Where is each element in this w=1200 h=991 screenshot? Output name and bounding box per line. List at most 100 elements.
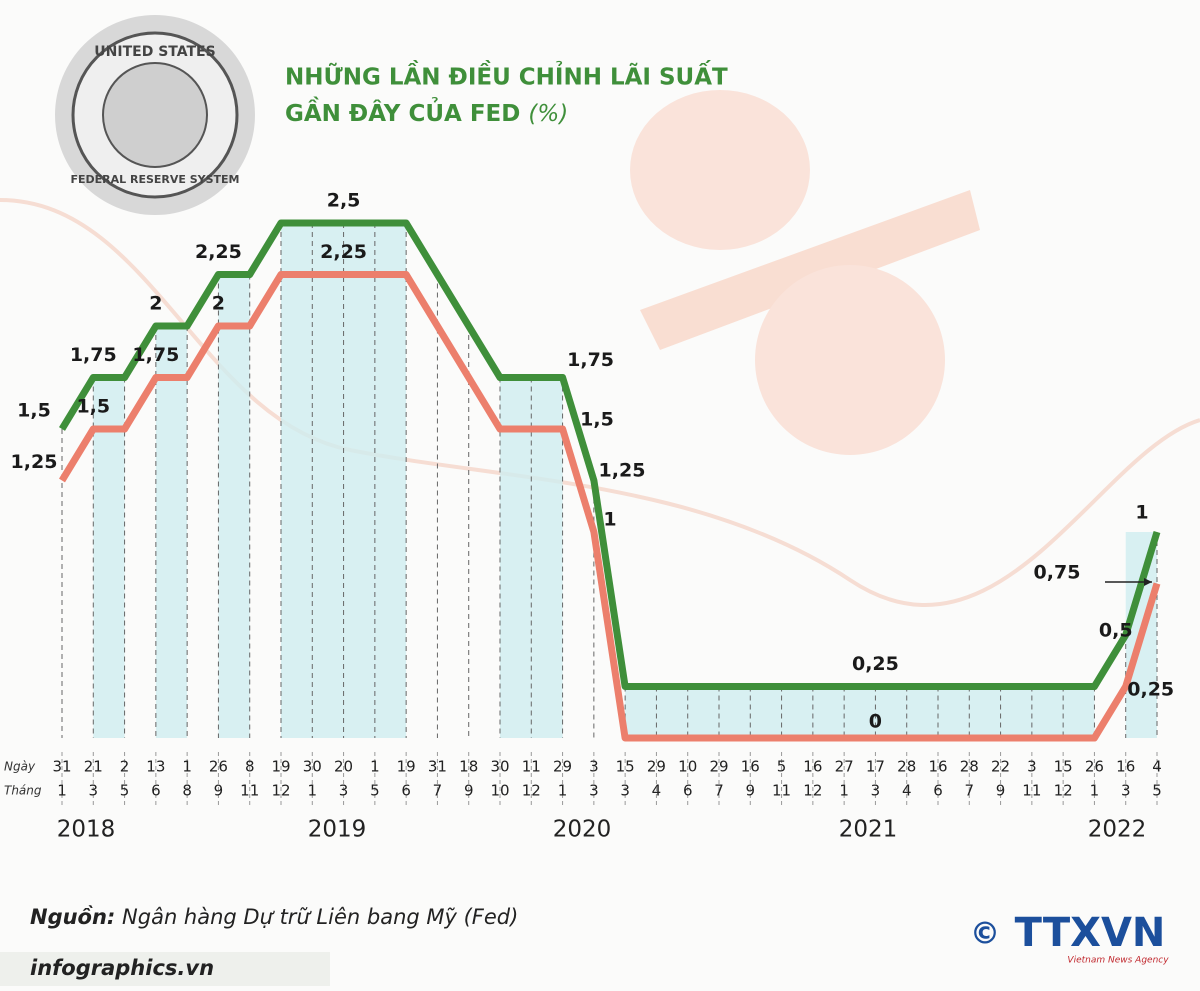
x-tick-day: 22 — [991, 758, 1010, 776]
agency-english: Vietnam News Agency — [1067, 956, 1169, 966]
value-label: 0 — [869, 711, 882, 733]
x-tick-day: 16 — [1116, 758, 1135, 776]
series-line — [59, 271, 1161, 742]
value-label: 0,5 — [1099, 620, 1133, 642]
x-tick-month: 11 — [772, 782, 791, 800]
unit: (%) — [528, 101, 568, 127]
x-tick-day: 29 — [647, 758, 666, 776]
annotation: 1,5 — [580, 409, 614, 431]
shade — [93, 377, 125, 738]
x-tick-day: 21 — [84, 758, 103, 776]
x-tick-month: 7 — [965, 782, 975, 800]
value-label: 1 — [1135, 502, 1148, 524]
value-label: 0,75 — [1034, 562, 1081, 584]
x-tick-month: 6 — [933, 782, 943, 800]
x-tick-month: 3 — [589, 782, 599, 800]
x-tick-month: 7 — [714, 782, 724, 800]
value-label: 2 — [212, 293, 225, 315]
agency-name: TTXVN — [1015, 910, 1166, 956]
x-tick-month: 9 — [214, 782, 224, 800]
x-tick-day: 28 — [897, 758, 916, 776]
year-label: 2021 — [839, 817, 898, 843]
x-tick-day: 15 — [616, 758, 635, 776]
value-label: 2 — [149, 293, 162, 315]
x-tick-month: 3 — [1121, 782, 1131, 800]
year-label: 2019 — [308, 817, 367, 843]
chart-title: NHỮNG LẦN ĐIỀU CHỈNH LÃI SUẤT — [285, 60, 728, 91]
decor-percent — [630, 90, 810, 250]
source: Nguồn: Ngân hàng Dự trữ Liên bang Mỹ (Fe… — [30, 905, 518, 929]
value-label: 2,5 — [327, 190, 361, 212]
x-tick-day: 30 — [490, 758, 509, 776]
value-label: 1,5 — [17, 400, 51, 422]
x-tick-month: 1 — [308, 782, 318, 800]
fed-seal: UNITED STATES FEDERAL RESERVE SYSTEM — [55, 15, 255, 215]
x-tick-day: 20 — [334, 758, 353, 776]
value-label: 0,25 — [852, 653, 899, 675]
year-label: 2018 — [57, 817, 116, 843]
x-tick-day: 15 — [1054, 758, 1073, 776]
x-tick-month: 5 — [370, 782, 380, 800]
x-tick-day: 16 — [803, 758, 822, 776]
x-tick-day: 4 — [1152, 758, 1162, 776]
x-tick-day: 29 — [709, 758, 728, 776]
x-tick-day: 13 — [146, 758, 165, 776]
x-tick-month: 5 — [120, 782, 130, 800]
x-tick-day: 2 — [120, 758, 130, 776]
x-tick-month: 1 — [558, 782, 568, 800]
row-label: Tháng — [4, 784, 42, 798]
x-tick-month: 6 — [401, 782, 411, 800]
x-tick-month: 12 — [522, 782, 541, 800]
x-tick-month: 1 — [839, 782, 849, 800]
seal-top: UNITED STATES — [94, 44, 215, 60]
x-tick-month: 1 — [57, 782, 67, 800]
x-tick-day: 3 — [1027, 758, 1037, 776]
pointer-head — [1144, 578, 1152, 586]
value-label: 1,75 — [567, 349, 614, 371]
x-tick-day: 5 — [777, 758, 787, 776]
x-tick-month: 3 — [871, 782, 881, 800]
x-tick-day: 26 — [209, 758, 228, 776]
value-label: 1,75 — [70, 344, 117, 366]
x-tick-month: 12 — [271, 782, 290, 800]
x-tick-month: 3 — [339, 782, 349, 800]
seal-center — [102, 62, 208, 168]
x-tick-month: 9 — [996, 782, 1006, 800]
shade — [281, 223, 407, 738]
shade — [625, 686, 1095, 738]
row-label: Ngày — [4, 760, 36, 774]
x-tick-month: 1 — [1090, 782, 1100, 800]
value-label: 1,25 — [11, 451, 58, 473]
series-line — [59, 219, 1161, 690]
x-tick-month: 3 — [620, 782, 630, 800]
x-tick-day: 27 — [835, 758, 854, 776]
value-label: 2,25 — [320, 241, 367, 263]
x-tick-month: 3 — [89, 782, 99, 800]
copyright: © — [970, 917, 1000, 952]
value-label: 0,25 — [1127, 679, 1174, 701]
value-label: 2,25 — [195, 241, 242, 263]
chart-title: GẦN ĐÂY CỦA FED — [285, 96, 520, 127]
seal-bottom: FEDERAL RESERVE SYSTEM — [70, 173, 239, 186]
x-tick-month: 9 — [746, 782, 756, 800]
x-tick-month: 12 — [803, 782, 822, 800]
x-tick-day: 29 — [553, 758, 572, 776]
website: infographics.vn — [30, 956, 214, 980]
x-tick-month: 11 — [1022, 782, 1041, 800]
x-tick-day: 1 — [370, 758, 380, 776]
shade — [155, 326, 188, 738]
x-tick-month: 5 — [1152, 782, 1162, 800]
decor-percent — [755, 265, 945, 455]
year-label: 2020 — [553, 817, 612, 843]
x-tick-day: 19 — [397, 758, 416, 776]
annotation: 1 — [603, 509, 616, 531]
source-text: Ngân hàng Dự trữ Liên bang Mỹ (Fed) — [122, 905, 518, 929]
x-tick-month: 7 — [433, 782, 443, 800]
x-tick-day: 1 — [182, 758, 192, 776]
x-tick-day: 17 — [866, 758, 885, 776]
x-tick-day: 10 — [678, 758, 697, 776]
x-tick-month: 6 — [683, 782, 693, 800]
decor-curve — [0, 198, 1200, 607]
x-tick-day: 3 — [589, 758, 599, 776]
